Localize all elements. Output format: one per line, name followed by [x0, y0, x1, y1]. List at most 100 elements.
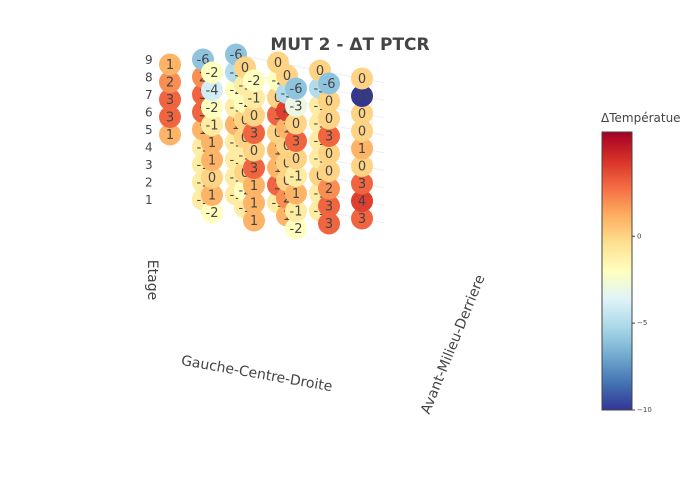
data-point-marker [243, 139, 265, 162]
data-point-label: 0 [325, 112, 333, 127]
data-point-label: 1 [358, 142, 366, 157]
data-point-marker [243, 122, 265, 144]
colorbar-title: ΔTempératue [601, 111, 681, 125]
data-point: 0 [351, 102, 373, 125]
data-point: 3 [159, 88, 181, 111]
data-point-label: 1 [166, 58, 174, 73]
data-point: 0 [351, 120, 373, 142]
z-tick-label: 3 [145, 158, 153, 172]
data-point-marker [351, 85, 373, 107]
data-point-label: 4 [358, 195, 366, 210]
data-point-marker [243, 209, 265, 232]
data-point-label: -10 [351, 90, 372, 105]
data-point-label: 0 [292, 117, 300, 132]
data-point: 0 [201, 166, 223, 189]
z-tick-label: 4 [145, 141, 153, 155]
data-point-marker [201, 166, 223, 189]
data-point: -10 [351, 85, 373, 107]
data-point-marker [285, 217, 307, 240]
data-point-label: 0 [358, 160, 366, 175]
data-point: 3 [318, 195, 340, 217]
data-point-marker [285, 147, 307, 170]
data-point: 4 [351, 190, 373, 212]
data-point-marker [201, 61, 223, 84]
colorbar-tick-label: −10 [637, 406, 652, 414]
data-point-marker [159, 123, 181, 146]
data-point-marker [318, 72, 340, 95]
data-point: -2 [201, 96, 223, 119]
data-point: 1 [243, 174, 265, 197]
data-point-label: 3 [166, 93, 174, 108]
data-point-label: 0 [250, 144, 258, 159]
data-point: 1 [243, 192, 265, 214]
data-point-marker [351, 207, 373, 230]
data-point-label: 1 [208, 189, 216, 204]
data-point-marker [243, 104, 265, 127]
data-point-marker [243, 174, 265, 197]
data-point: 2 [318, 177, 340, 200]
data-point-label: -1 [290, 170, 303, 185]
data-point-marker [351, 172, 373, 195]
data-point-marker [318, 177, 340, 200]
data-point: 0 [243, 139, 265, 162]
data-point-marker [285, 130, 307, 152]
data-point: -1 [243, 87, 265, 109]
data-point-marker [201, 79, 223, 101]
data-point-label: 3 [325, 217, 333, 232]
data-point: -2 [201, 201, 223, 224]
colorbar-tick-label: −5 [637, 319, 647, 327]
data-point-label: 0 [325, 95, 333, 110]
data-point: 1 [201, 184, 223, 206]
data-point-label: 0 [325, 165, 333, 180]
data-point-label: 3 [166, 111, 174, 126]
data-point-marker [201, 149, 223, 171]
data-point-label: 0 [283, 69, 291, 84]
data-point-marker [243, 87, 265, 109]
data-point: 0 [285, 112, 307, 135]
data-point: 3 [351, 172, 373, 195]
data-point-label: 1 [250, 197, 258, 212]
data-point: -2 [201, 61, 223, 84]
data-point-label: 3 [325, 130, 333, 145]
data-point-marker [351, 155, 373, 177]
data-point-label: 3 [250, 127, 258, 142]
data-point: -6 [285, 77, 307, 100]
data-point: 1 [201, 149, 223, 171]
colorbar-ticks: 0 −5 −10 [632, 232, 652, 414]
data-point-label: -6 [323, 77, 336, 92]
data-point: 3 [318, 125, 340, 147]
data-point-marker [318, 125, 340, 147]
data-point-label: 3 [292, 135, 300, 150]
data-point-marker [201, 96, 223, 119]
markers-layer: -1-1-13-13-14-1103-11-1010-11-13-10-20-1… [159, 43, 373, 240]
data-point: 0 [318, 90, 340, 112]
data-point-label: -1 [290, 205, 303, 220]
data-point-label: 1 [292, 187, 300, 202]
data-point-marker [285, 77, 307, 100]
data-point: -2 [285, 217, 307, 240]
data-point-label: 0 [316, 64, 324, 79]
data-point-marker [318, 142, 340, 165]
data-point-label: 1 [250, 214, 258, 229]
data-point-marker [201, 201, 223, 224]
z-axis-ticks: 1 2 3 4 5 6 7 8 9 [145, 53, 153, 207]
data-point-label: 0 [208, 171, 216, 186]
data-point-marker [243, 69, 265, 92]
data-point-marker [159, 71, 181, 93]
data-point: 1 [201, 131, 223, 154]
data-point: 3 [159, 106, 181, 128]
data-point: 2 [159, 71, 181, 93]
data-point: 3 [243, 122, 265, 144]
data-point-label: 0 [358, 72, 366, 87]
data-point-label: -2 [206, 101, 219, 116]
data-point-label: -1 [206, 119, 219, 134]
data-point: -6 [318, 72, 340, 95]
z-axis-title: Etage [144, 260, 160, 300]
data-point: 0 [318, 107, 340, 130]
data-point: -2 [243, 69, 265, 92]
data-point: 0 [351, 67, 373, 90]
z-tick-label: 1 [145, 193, 153, 207]
data-point: 1 [159, 123, 181, 146]
data-point-marker [243, 192, 265, 214]
z-tick-label: 5 [145, 123, 153, 137]
